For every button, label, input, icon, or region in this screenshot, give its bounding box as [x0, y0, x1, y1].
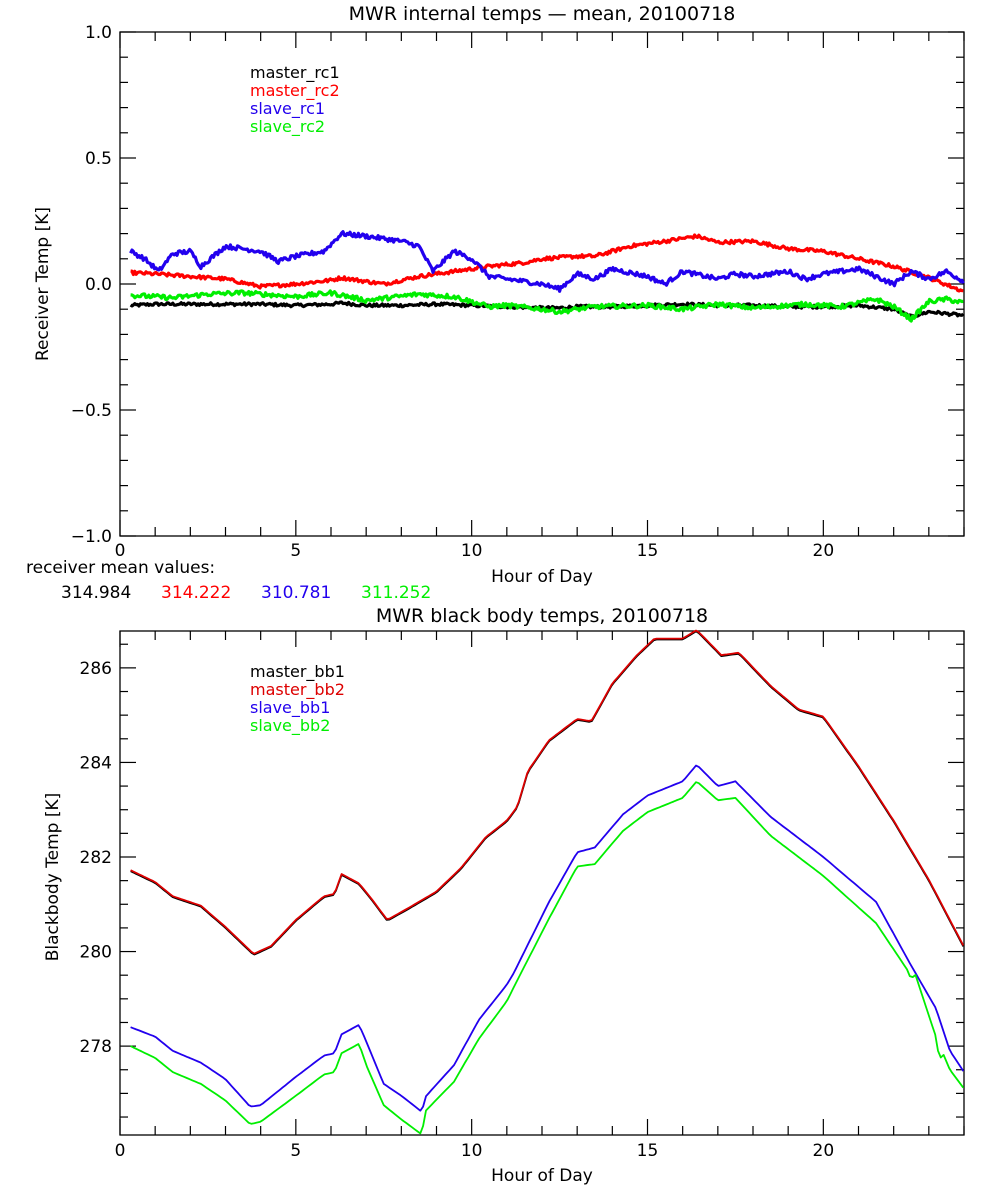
plot-frame [119, 630, 965, 1136]
legend-item-master-rc2: master_rc2 [250, 81, 340, 101]
axis-ticks [119, 631, 965, 1135]
y-tick-label: 0.0 [85, 275, 112, 295]
receiver-mean-value-master-rc2: 314.222 [161, 583, 231, 603]
legend-item-master-bb1: master_bb1 [250, 662, 345, 682]
series-line-slave-rc2 [130, 289, 964, 323]
x-tick-label: 5 [290, 541, 301, 561]
x-tick-label: 15 [637, 1141, 659, 1161]
x-tick-label: 10 [461, 541, 483, 561]
receiver-mean-value-slave-rc1: 310.781 [261, 583, 331, 603]
y-tick-label: 286 [80, 659, 112, 679]
y-tick-label: −0.5 [71, 401, 112, 421]
series-line-slave-rc1 [129, 230, 965, 293]
receiver-mean-value-master-rc1: 314.984 [61, 583, 131, 603]
x-tick-label: 20 [813, 541, 835, 561]
y-tick-label: −1.0 [71, 527, 112, 547]
legend-item-master-rc1: master_rc1 [250, 63, 340, 83]
x-tick-label: 10 [461, 1141, 483, 1161]
series-lines [129, 230, 965, 323]
legend-item-slave-bb1: slave_bb1 [250, 698, 330, 718]
receiver-mean-value-slave-rc2: 311.252 [361, 583, 431, 603]
legend-item-master-bb2: master_bb2 [250, 680, 345, 700]
blackbody-temps-chart: MWR black body temps, 20100718 0 5 10 15 20 2… [43, 605, 965, 1186]
receiver-temps-chart: MWR internal temps — mean, 20100718 0 5 10… [26, 3, 965, 603]
y-tick-label: 0.5 [85, 149, 112, 169]
y-tick-label: 278 [80, 1037, 112, 1057]
axis-tick-labels: 0 5 10 15 20 −1.0 −0.5 0.0 0.5 1.0 [71, 23, 834, 561]
series-line-slave-bb1 [130, 764, 965, 1112]
series-line-master-bb2 [130, 629, 965, 955]
chart-title: MWR black body temps, 20100718 [376, 605, 708, 627]
y-tick-label: 1.0 [85, 23, 112, 43]
series-line-slave-bb2 [130, 781, 965, 1135]
y-tick-label: 280 [80, 943, 112, 963]
y-tick-label: 282 [80, 848, 112, 868]
legend-item-slave-rc2: slave_rc2 [250, 117, 325, 137]
y-axis-label: Receiver Temp [K] [33, 207, 53, 361]
series-line-master-rc2 [130, 233, 964, 293]
x-axis-label: Hour of Day [491, 567, 593, 587]
x-tick-label: 15 [637, 541, 659, 561]
axis-ticks [119, 31, 965, 537]
series-lines [130, 629, 965, 1135]
x-tick-label: 5 [290, 1141, 301, 1161]
x-axis-label: Hour of Day [491, 1166, 593, 1186]
legend-item-slave-rc1: slave_rc1 [250, 99, 325, 119]
axis-tick-labels: 0 5 10 15 20 278 280 282 284 286 [80, 659, 835, 1161]
chart-title: MWR internal temps — mean, 20100718 [349, 3, 736, 25]
x-tick-label: 20 [813, 1141, 835, 1161]
legend-item-slave-bb2: slave_bb2 [250, 716, 330, 736]
y-axis-label: Blackbody Temp [K] [43, 793, 63, 962]
x-tick-label: 0 [115, 541, 126, 561]
receiver-mean-label: receiver mean values: [26, 558, 215, 578]
y-tick-label: 284 [80, 753, 112, 773]
x-tick-label: 0 [115, 1141, 126, 1161]
